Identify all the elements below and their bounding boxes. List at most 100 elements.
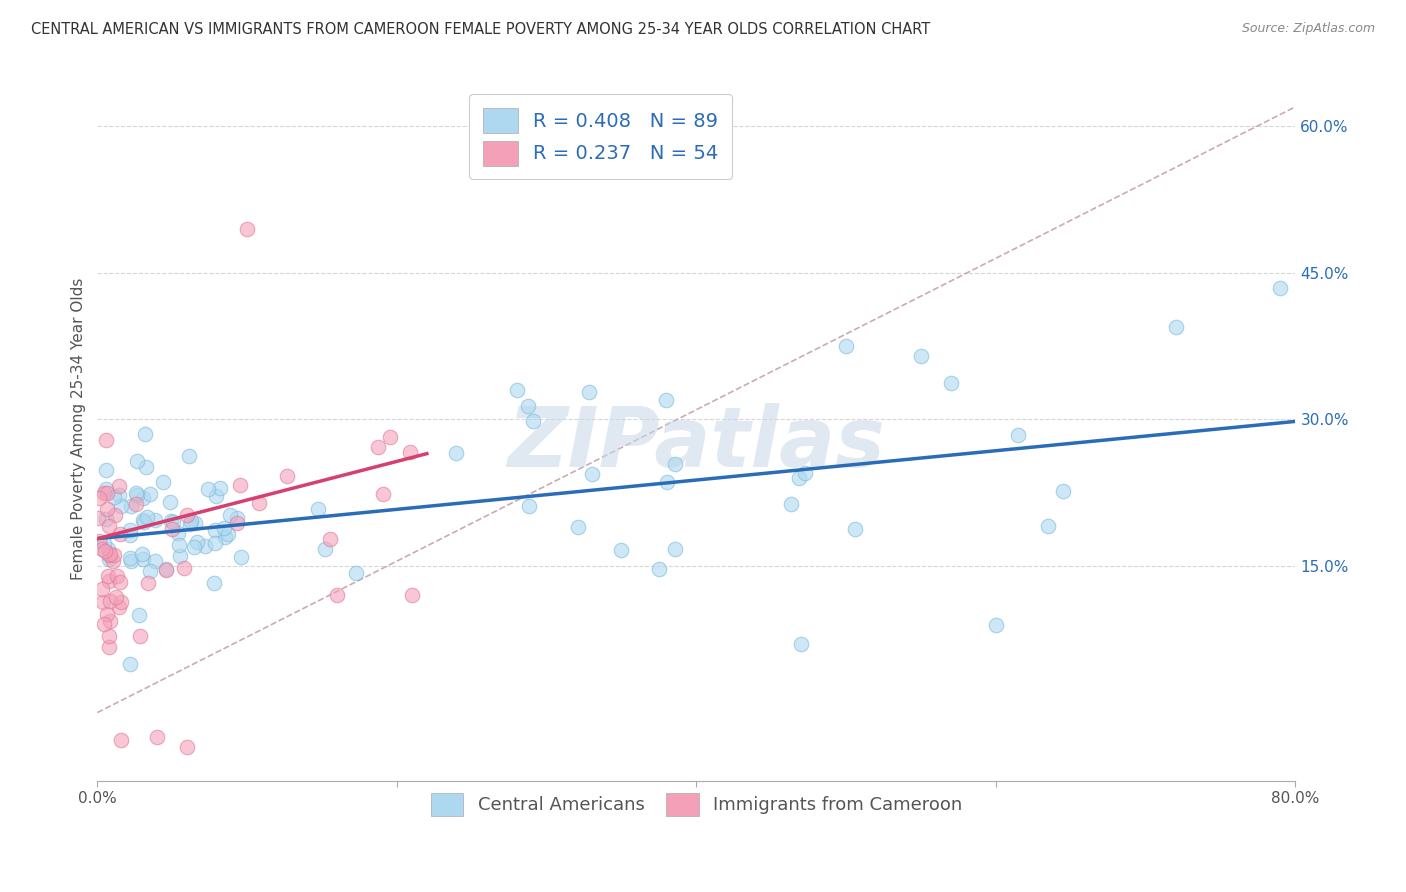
Point xyxy=(910,349,932,363)
Point xyxy=(378,430,401,444)
Point xyxy=(1052,483,1074,498)
Point xyxy=(128,608,150,623)
Point xyxy=(97,569,120,583)
Point xyxy=(94,544,117,558)
Point xyxy=(169,549,191,563)
Point xyxy=(131,547,153,561)
Point xyxy=(173,561,195,575)
Point xyxy=(835,339,858,353)
Point xyxy=(176,739,198,754)
Point xyxy=(180,514,202,528)
Point xyxy=(567,519,589,533)
Text: ZIPatlas: ZIPatlas xyxy=(508,403,886,483)
Point xyxy=(664,458,686,472)
Legend: Central Americans, Immigrants from Cameroon: Central Americans, Immigrants from Camer… xyxy=(422,783,972,825)
Point xyxy=(132,491,155,505)
Point xyxy=(179,517,201,532)
Point xyxy=(110,499,132,513)
Point xyxy=(184,516,207,530)
Point xyxy=(118,528,141,542)
Point xyxy=(229,549,252,564)
Point xyxy=(105,568,128,582)
Point xyxy=(366,440,388,454)
Point xyxy=(326,588,349,602)
Point xyxy=(103,490,125,504)
Point xyxy=(127,487,149,501)
Point xyxy=(162,516,184,530)
Text: Source: ZipAtlas.com: Source: ZipAtlas.com xyxy=(1241,22,1375,36)
Point xyxy=(505,383,527,397)
Point xyxy=(104,508,127,522)
Point xyxy=(97,640,120,654)
Point xyxy=(125,497,148,511)
Point xyxy=(217,527,239,541)
Point xyxy=(204,535,226,549)
Point xyxy=(94,463,117,477)
Point xyxy=(120,551,142,566)
Point xyxy=(96,502,118,516)
Point xyxy=(162,522,184,536)
Point xyxy=(120,499,142,513)
Point xyxy=(226,511,249,525)
Point xyxy=(793,467,815,481)
Point xyxy=(1007,427,1029,442)
Point xyxy=(204,576,226,591)
Point xyxy=(516,399,538,413)
Point xyxy=(129,629,152,643)
Point xyxy=(1036,519,1059,533)
Point xyxy=(307,502,329,516)
Point xyxy=(247,496,270,510)
Point xyxy=(314,541,336,556)
Point xyxy=(276,469,298,483)
Point xyxy=(118,657,141,671)
Point xyxy=(1270,280,1292,294)
Point xyxy=(136,509,159,524)
Text: CENTRAL AMERICAN VS IMMIGRANTS FROM CAMEROON FEMALE POVERTY AMONG 25-34 YEAR OLD: CENTRAL AMERICAN VS IMMIGRANTS FROM CAME… xyxy=(31,22,931,37)
Point xyxy=(655,475,678,490)
Point xyxy=(522,414,544,428)
Point xyxy=(984,617,1007,632)
Point xyxy=(664,542,686,557)
Point xyxy=(125,486,148,500)
Point xyxy=(97,519,120,533)
Point xyxy=(136,576,159,591)
Point xyxy=(118,523,141,537)
Point xyxy=(87,491,110,505)
Point xyxy=(97,548,120,562)
Point xyxy=(108,488,131,502)
Point xyxy=(155,563,177,577)
Point xyxy=(398,445,420,459)
Point xyxy=(107,479,129,493)
Point xyxy=(155,562,177,576)
Point xyxy=(371,487,394,501)
Point xyxy=(108,527,131,541)
Point xyxy=(132,515,155,529)
Point xyxy=(941,376,963,390)
Point xyxy=(110,733,132,747)
Point xyxy=(167,538,190,552)
Point xyxy=(159,514,181,528)
Point xyxy=(228,477,250,491)
Point xyxy=(91,595,114,609)
Point xyxy=(93,617,115,632)
Point xyxy=(159,495,181,509)
Point xyxy=(204,523,226,537)
Point xyxy=(103,554,125,568)
Point xyxy=(97,552,120,566)
Point xyxy=(131,513,153,527)
Point xyxy=(96,511,118,525)
Point xyxy=(127,454,149,468)
Point xyxy=(401,588,423,602)
Point xyxy=(517,499,540,513)
Point xyxy=(107,600,129,615)
Point xyxy=(610,543,633,558)
Point xyxy=(96,486,118,500)
Point xyxy=(93,535,115,549)
Point xyxy=(98,574,121,588)
Point xyxy=(98,614,121,628)
Point xyxy=(344,566,367,581)
Point xyxy=(779,497,801,511)
Point xyxy=(138,564,160,578)
Point xyxy=(98,629,121,643)
Point xyxy=(790,637,813,651)
